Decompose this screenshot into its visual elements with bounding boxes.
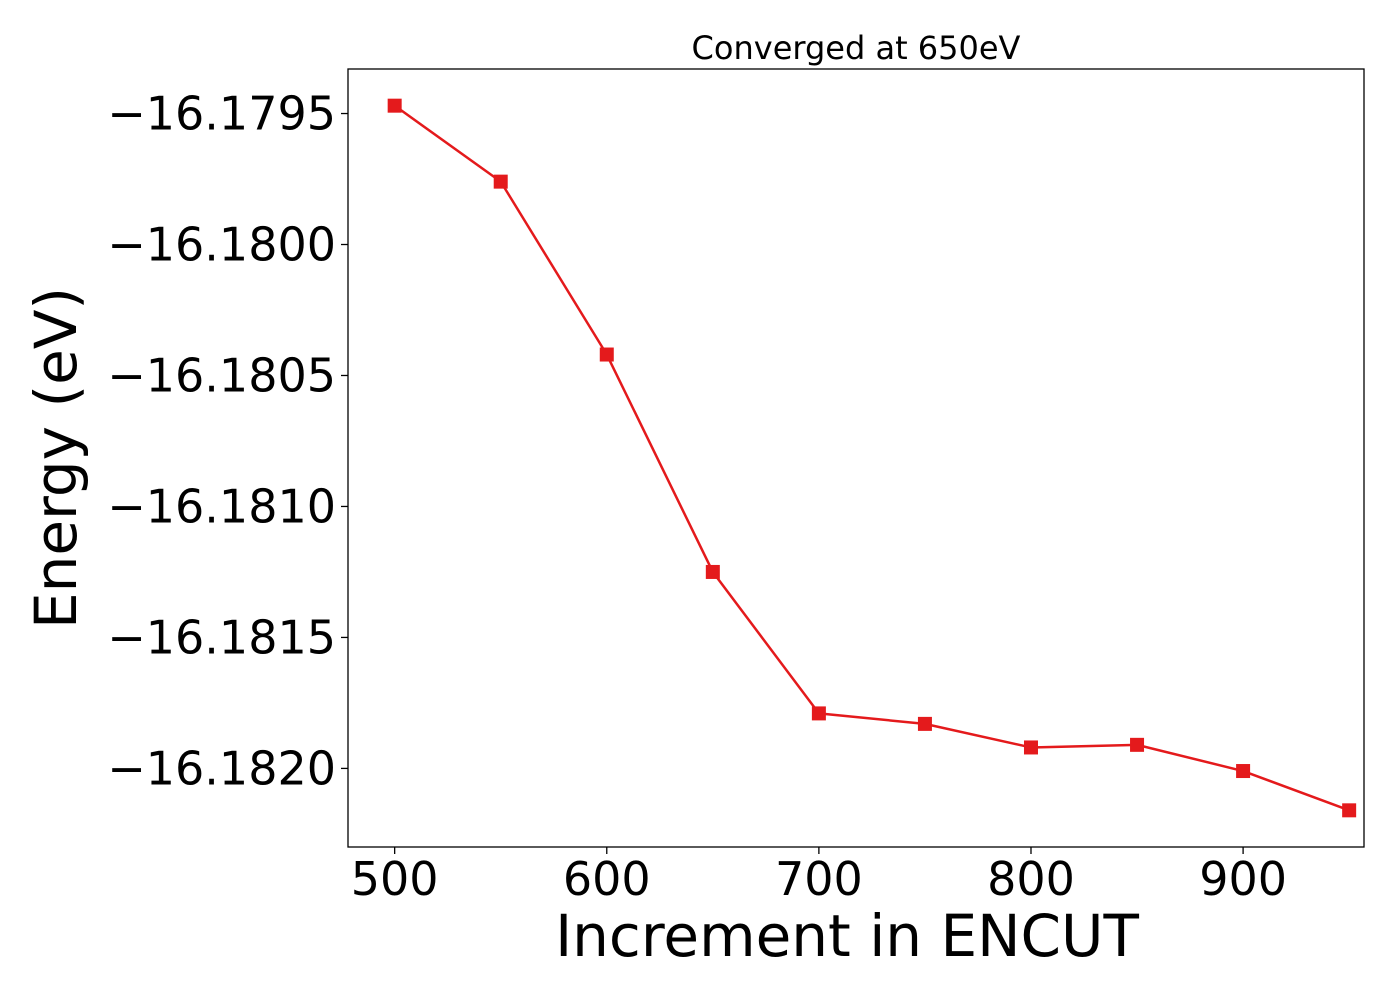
data-point-marker — [493, 174, 508, 189]
axes-frame — [347, 68, 1365, 848]
x-tick-label: 900 — [1199, 852, 1287, 906]
data-point-marker — [1342, 803, 1357, 818]
y-tick-label: −16.1820 — [107, 741, 336, 795]
data-point-marker — [1130, 737, 1145, 752]
data-point-marker — [917, 716, 932, 731]
x-axis-ticks: 500 600 700 800 900 — [351, 847, 1287, 906]
data-point-marker — [811, 706, 826, 721]
chart-title: Converged at 650eV — [692, 29, 1021, 67]
y-tick-label: −16.1805 — [107, 348, 336, 402]
series-line — [393, 104, 1350, 812]
x-tick-label: 700 — [775, 852, 863, 906]
y-tick-label: −16.1795 — [107, 87, 336, 141]
x-tick-label: 500 — [351, 852, 439, 906]
x-tick-label: 600 — [563, 852, 651, 906]
y-tick-label: −16.1815 — [107, 610, 336, 664]
data-point-marker — [1023, 740, 1038, 755]
y-axis-label: Energy (eV) — [22, 287, 90, 629]
data-point-marker — [599, 347, 614, 362]
data-point-marker — [705, 564, 720, 579]
y-axis-ticks: −16.1795 −16.1800 −16.1805 −16.1810 −16.1815… — [107, 87, 348, 795]
x-tick-label: 800 — [987, 852, 1075, 906]
y-tick-label: −16.1800 — [107, 218, 336, 272]
data-point-marker — [387, 98, 402, 113]
plot-area — [387, 98, 1357, 818]
y-tick-label: −16.1810 — [107, 479, 336, 533]
data-point-marker — [1236, 764, 1251, 779]
x-axis-label: Increment in ENCUT — [555, 902, 1139, 970]
